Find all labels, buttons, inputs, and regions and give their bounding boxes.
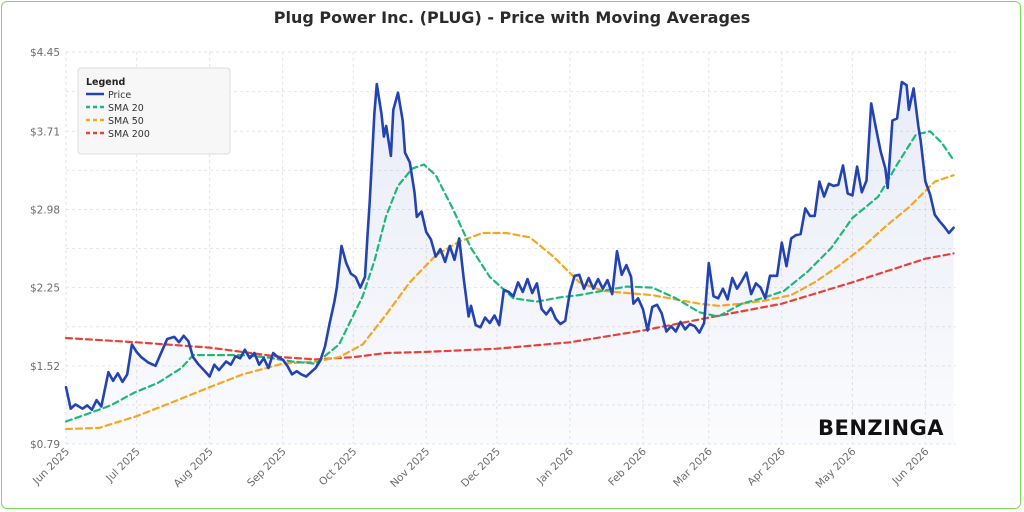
x-tick-label: Oct 2025 — [317, 446, 360, 489]
x-tick-label: May 2026 — [813, 445, 858, 490]
x-tick-label: Sep 2025 — [245, 446, 289, 490]
x-tick-label: Jun 2025 — [30, 446, 72, 488]
watermark-logo: BENZINGA — [818, 416, 944, 440]
y-axis: $0.79 $1.52 $2.25 $2.98 $3.71 $4.45 — [30, 47, 60, 451]
x-tick-label: Nov 2025 — [388, 446, 432, 490]
legend-item-label: Price — [108, 90, 131, 101]
x-tick-label: Mar 2026 — [671, 445, 715, 489]
y-tick-label: $1.52 — [30, 361, 60, 373]
legend: Legend Price SMA 20 SMA 50 SMA 200 — [77, 67, 231, 155]
x-tick-label: Apr 2026 — [745, 445, 788, 488]
x-tick-label: Dec 2025 — [459, 446, 503, 490]
series-layer — [64, 80, 955, 444]
x-tick-label: Jun 2026 — [889, 445, 931, 487]
x-axis: Jun 2025 Jul 2025 Aug 2025 Sep 2025 Oct 2025… — [30, 445, 932, 490]
y-tick-label: $3.71 — [30, 126, 60, 138]
legend-item-label: SMA 200 — [108, 129, 150, 140]
y-tick-label: $2.98 — [30, 204, 60, 216]
legend-item-label: SMA 20 — [108, 103, 144, 114]
x-tick-label: Feb 2026 — [606, 445, 649, 488]
y-tick-label: $4.45 — [30, 47, 60, 59]
legend-item-label: SMA 50 — [108, 116, 144, 127]
series-line-sma-20 — [64, 130, 955, 423]
x-tick-label: Jul 2025 — [103, 446, 142, 485]
price-area-fill — [66, 82, 954, 444]
series-line-price — [64, 80, 955, 411]
x-tick-label: Jan 2026 — [534, 445, 576, 487]
legend-box — [77, 67, 231, 155]
y-tick-label: $2.25 — [30, 283, 60, 295]
y-tick-label: $0.79 — [30, 439, 60, 451]
chart-title: Plug Power Inc. (PLUG) - Price with Movi… — [273, 8, 751, 27]
legend-title: Legend — [86, 77, 125, 88]
x-tick-label: Aug 2025 — [172, 446, 216, 490]
